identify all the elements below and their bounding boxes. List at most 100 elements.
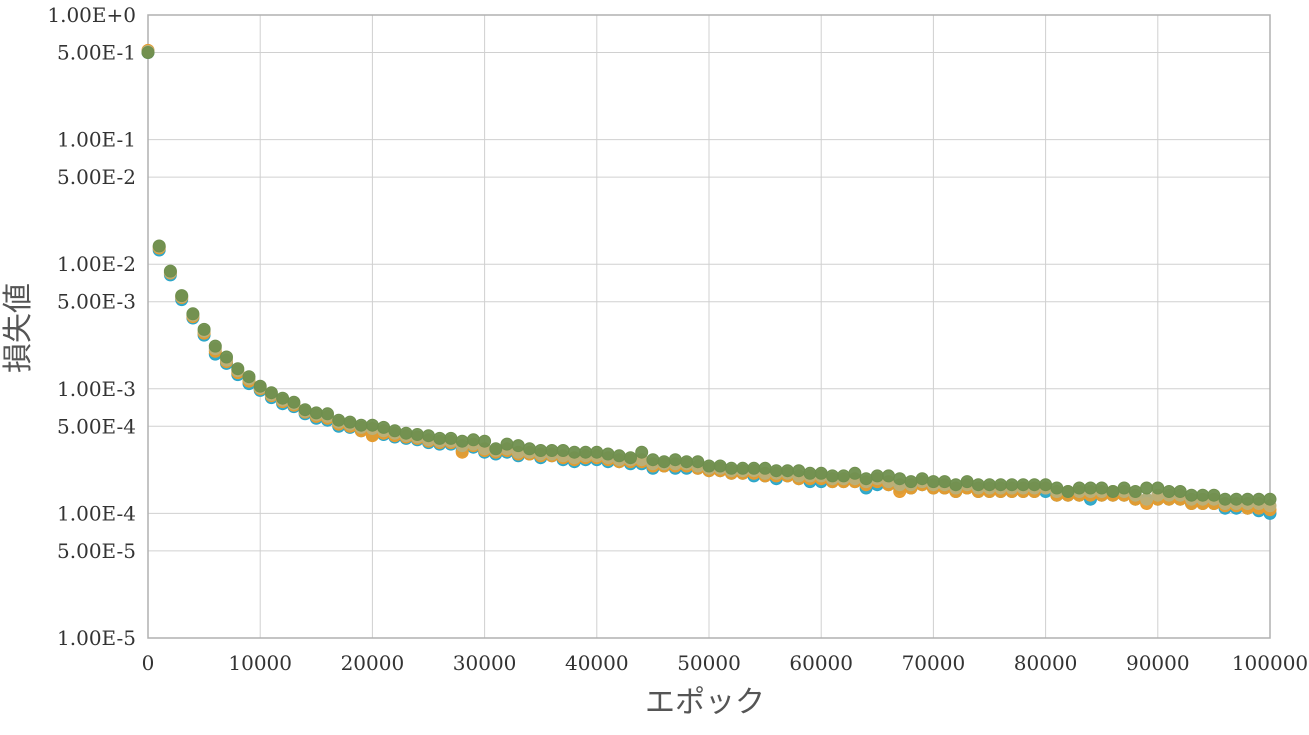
data-point <box>1106 485 1120 498</box>
data-point <box>680 455 694 469</box>
x-axis-title: エポック <box>645 685 765 720</box>
data-point <box>668 453 682 467</box>
x-tick-label: 50000 <box>677 651 741 675</box>
y-tick-label: 5.00E-5 <box>57 539 136 563</box>
data-point <box>422 429 435 443</box>
data-point <box>702 459 716 473</box>
data-point <box>825 469 839 483</box>
y-tick-label: 5.00E-4 <box>57 414 136 438</box>
y-tick-label: 5.00E-3 <box>57 290 136 314</box>
data-point <box>870 469 884 483</box>
data-point <box>354 418 368 432</box>
x-tick-label: 40000 <box>565 651 629 675</box>
data-point <box>1196 488 1210 502</box>
data-point <box>691 455 705 469</box>
data-point <box>489 442 503 456</box>
data-point <box>1162 485 1176 498</box>
series-4 <box>141 46 1277 506</box>
data-point <box>769 464 783 478</box>
grid-lines <box>147 14 1271 639</box>
data-point <box>904 475 918 489</box>
data-point <box>814 466 828 480</box>
y-tick-label: 1.00E-1 <box>57 128 136 152</box>
data-point <box>567 445 581 459</box>
data-point <box>466 433 480 447</box>
data-point <box>1229 492 1243 506</box>
x-tick-label: 30000 <box>453 651 517 675</box>
data-point <box>1151 481 1165 495</box>
data-point <box>1173 485 1187 498</box>
y-axis-title: 損失値 <box>1 283 36 373</box>
data-point <box>657 455 671 469</box>
data-point <box>309 406 323 420</box>
data-point <box>781 464 794 478</box>
data-point <box>455 434 469 448</box>
data-point <box>579 445 593 459</box>
data-point <box>163 264 177 278</box>
data-point <box>1061 485 1075 498</box>
y-tick-label: 5.00E-1 <box>57 41 136 65</box>
data-point <box>971 478 985 492</box>
data-point <box>635 445 649 459</box>
data-point <box>388 424 402 438</box>
data-points <box>141 43 1277 520</box>
data-point <box>276 391 290 405</box>
data-point <box>511 439 525 453</box>
y-tick-label: 1.00E-2 <box>57 252 136 276</box>
data-point <box>837 469 851 483</box>
data-point <box>859 472 873 486</box>
data-point <box>1185 488 1198 502</box>
data-point <box>556 444 570 457</box>
data-point <box>343 415 357 429</box>
data-point <box>1072 481 1086 495</box>
plot-frame <box>147 14 1271 639</box>
data-point <box>792 464 806 478</box>
data-point <box>1027 478 1041 492</box>
data-point <box>534 444 548 457</box>
x-tick-label: 70000 <box>902 651 966 675</box>
data-point <box>612 449 626 463</box>
data-point <box>1241 492 1255 506</box>
x-tick-label: 60000 <box>789 651 853 675</box>
data-point <box>803 466 817 480</box>
data-point <box>724 461 738 475</box>
data-point <box>938 475 952 489</box>
data-point <box>500 437 514 451</box>
data-point <box>747 461 761 475</box>
x-tick-label: 10000 <box>228 651 292 675</box>
data-point <box>713 459 727 473</box>
data-point <box>1263 492 1277 506</box>
y-axis-ticks: 1.00E+0 5.00E-1 1.00E-1 5.00E-2 1.00E-2 5.00E… <box>47 3 136 650</box>
data-point <box>646 453 660 467</box>
data-point <box>399 426 413 440</box>
data-point <box>915 472 929 486</box>
x-tick-label: 90000 <box>1126 651 1190 675</box>
y-tick-label: 5.00E-2 <box>57 165 136 189</box>
data-point <box>926 475 940 489</box>
data-point <box>1084 481 1097 495</box>
data-point <box>1016 478 1030 492</box>
data-point <box>220 350 233 364</box>
data-point <box>994 478 1008 492</box>
data-point <box>1140 481 1154 495</box>
data-point <box>298 403 312 417</box>
data-point <box>231 362 245 376</box>
data-point <box>893 472 907 486</box>
data-point <box>1039 478 1053 492</box>
data-point <box>444 431 458 445</box>
data-point <box>175 289 189 303</box>
data-point <box>736 461 750 475</box>
data-point <box>1207 488 1221 502</box>
x-tick-label: 0 <box>142 651 155 675</box>
data-point <box>1095 481 1109 495</box>
data-point <box>186 307 200 321</box>
data-point <box>1140 492 1154 506</box>
y-tick-label: 1.00E-4 <box>57 501 136 525</box>
data-point <box>141 46 155 59</box>
data-point <box>949 478 963 492</box>
data-point <box>882 469 895 483</box>
data-point <box>1218 492 1232 506</box>
data-point <box>960 475 974 489</box>
data-point <box>208 339 222 353</box>
